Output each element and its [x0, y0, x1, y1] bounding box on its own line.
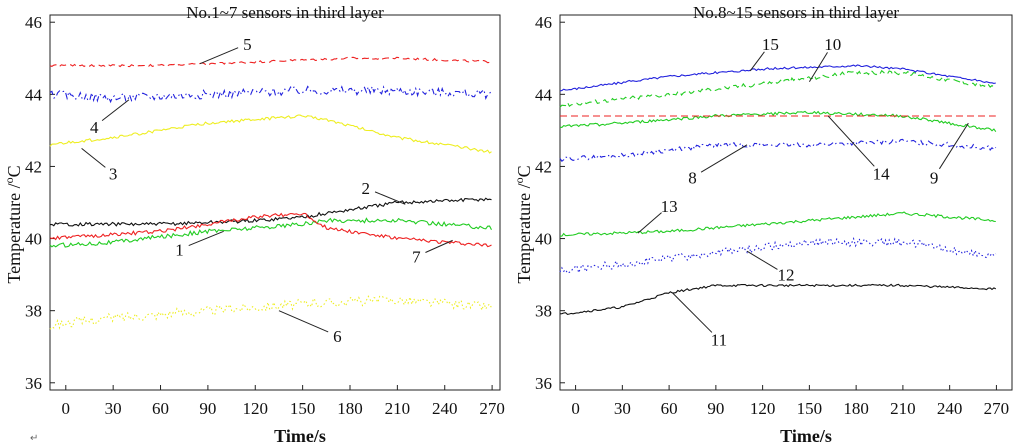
y-tick-label: 36	[25, 374, 42, 393]
x-tick-label: 240	[937, 399, 963, 418]
series-leader-15	[749, 51, 765, 72]
x-tick-label: 90	[199, 399, 216, 418]
y-axis-label: Temperature /oC	[2, 165, 24, 283]
plot-frame	[49, 14, 501, 391]
y-axis-label-unit: C	[4, 165, 24, 177]
x-tick-label: 150	[797, 399, 823, 418]
series-line-5	[49, 56, 492, 68]
series-leader-1	[188, 230, 224, 247]
series-label-5: 5	[243, 35, 252, 54]
x-tick-label: 60	[152, 399, 169, 418]
x-tick-label: 30	[614, 399, 631, 418]
y-axis-label-degree: o	[2, 177, 16, 183]
x-tick-label: 60	[661, 399, 678, 418]
series-line-6	[49, 295, 492, 330]
series-label-15: 15	[762, 35, 779, 54]
x-tick-label: 180	[337, 399, 363, 418]
series-label-3: 3	[109, 165, 118, 184]
series-label-14: 14	[873, 165, 891, 184]
series-label-8: 8	[688, 168, 697, 187]
y-axis-label-text: Temperature /	[514, 183, 534, 283]
series-label-1: 1	[175, 240, 184, 259]
paragraph-return-mark: ↵	[30, 433, 38, 444]
series-line-13	[559, 211, 996, 237]
y-tick-label: 40	[25, 230, 42, 249]
series-line-7	[49, 212, 492, 248]
series-leader-5	[199, 47, 239, 65]
series-label-7: 7	[412, 248, 421, 267]
series-line-11	[559, 283, 997, 315]
x-tick-label: 150	[290, 399, 316, 418]
y-tick-label: 46	[535, 13, 552, 32]
series-leader-8	[700, 144, 748, 173]
series-line-9	[559, 110, 997, 133]
y-tick-label: 42	[25, 157, 42, 176]
series-line-3	[49, 114, 492, 154]
x-tick-label: 90	[707, 399, 724, 418]
series-label-4: 4	[90, 118, 99, 137]
y-axis-label: Temperature /oC	[512, 165, 534, 283]
x-tick-label: 270	[984, 399, 1010, 418]
series-line-12	[559, 236, 997, 275]
series-label-6: 6	[333, 327, 342, 346]
series-label-2: 2	[362, 179, 371, 198]
y-tick-label: 38	[535, 302, 552, 321]
series-label-12: 12	[778, 266, 795, 285]
series-leader-9	[939, 122, 969, 170]
series-line-4	[49, 84, 492, 104]
y-tick-label: 42	[535, 157, 552, 176]
y-tick-label: 46	[25, 13, 42, 32]
series-leader-2	[374, 191, 406, 205]
series-line-1	[49, 217, 492, 248]
series-line-8	[559, 138, 997, 162]
series-label-11: 11	[711, 331, 727, 350]
series-leader-10	[808, 52, 828, 82]
y-tick-label: 38	[25, 302, 42, 321]
y-tick-label: 40	[535, 230, 552, 249]
x-tick-label: 210	[890, 399, 916, 418]
series-line-15	[559, 64, 996, 92]
series-leader-6	[278, 310, 329, 333]
x-tick-label: 120	[243, 399, 269, 418]
series-leader-13	[637, 212, 662, 234]
series-leader-11	[671, 292, 713, 333]
series-label-10: 10	[824, 35, 841, 54]
x-tick-label: 180	[843, 399, 869, 418]
x-tick-label: 240	[432, 399, 458, 418]
series-leader-4	[101, 99, 130, 122]
x-tick-label: 210	[385, 399, 411, 418]
x-tick-label: 120	[750, 399, 776, 418]
plot-frame	[559, 14, 1013, 391]
y-tick-label: 44	[25, 85, 43, 104]
x-tick-label: 270	[479, 399, 505, 418]
series-leader-12	[746, 250, 778, 270]
chart-panel-right: 36 38 40 42 44 46 0 30 60 90 120 150 180 210 240 270 No.…	[512, 3, 1013, 444]
chart-title: No.1~7 sensors in third layer	[186, 3, 384, 22]
y-tick-label: 36	[535, 374, 552, 393]
series-leader-14	[827, 115, 875, 167]
y-tick-label: 44	[535, 85, 553, 104]
x-tick-label: 0	[62, 399, 71, 418]
series-line-10	[559, 69, 997, 108]
chart-title: No.8~15 sensors in third layer	[693, 3, 899, 22]
series-label-13: 13	[661, 197, 678, 216]
x-axis-label: Time/s	[274, 426, 326, 444]
series-leader-7	[425, 239, 453, 253]
x-tick-label: 30	[105, 399, 122, 418]
y-axis-label-degree: o	[512, 177, 526, 183]
y-axis-label-text: Temperature /	[4, 183, 24, 283]
series-line-2	[49, 197, 492, 227]
x-tick-label: 0	[571, 399, 580, 418]
series-label-9: 9	[930, 168, 939, 187]
x-axis-label: Time/s	[780, 426, 832, 444]
series-leader-3	[81, 148, 106, 168]
y-axis-label-unit: C	[514, 165, 534, 177]
